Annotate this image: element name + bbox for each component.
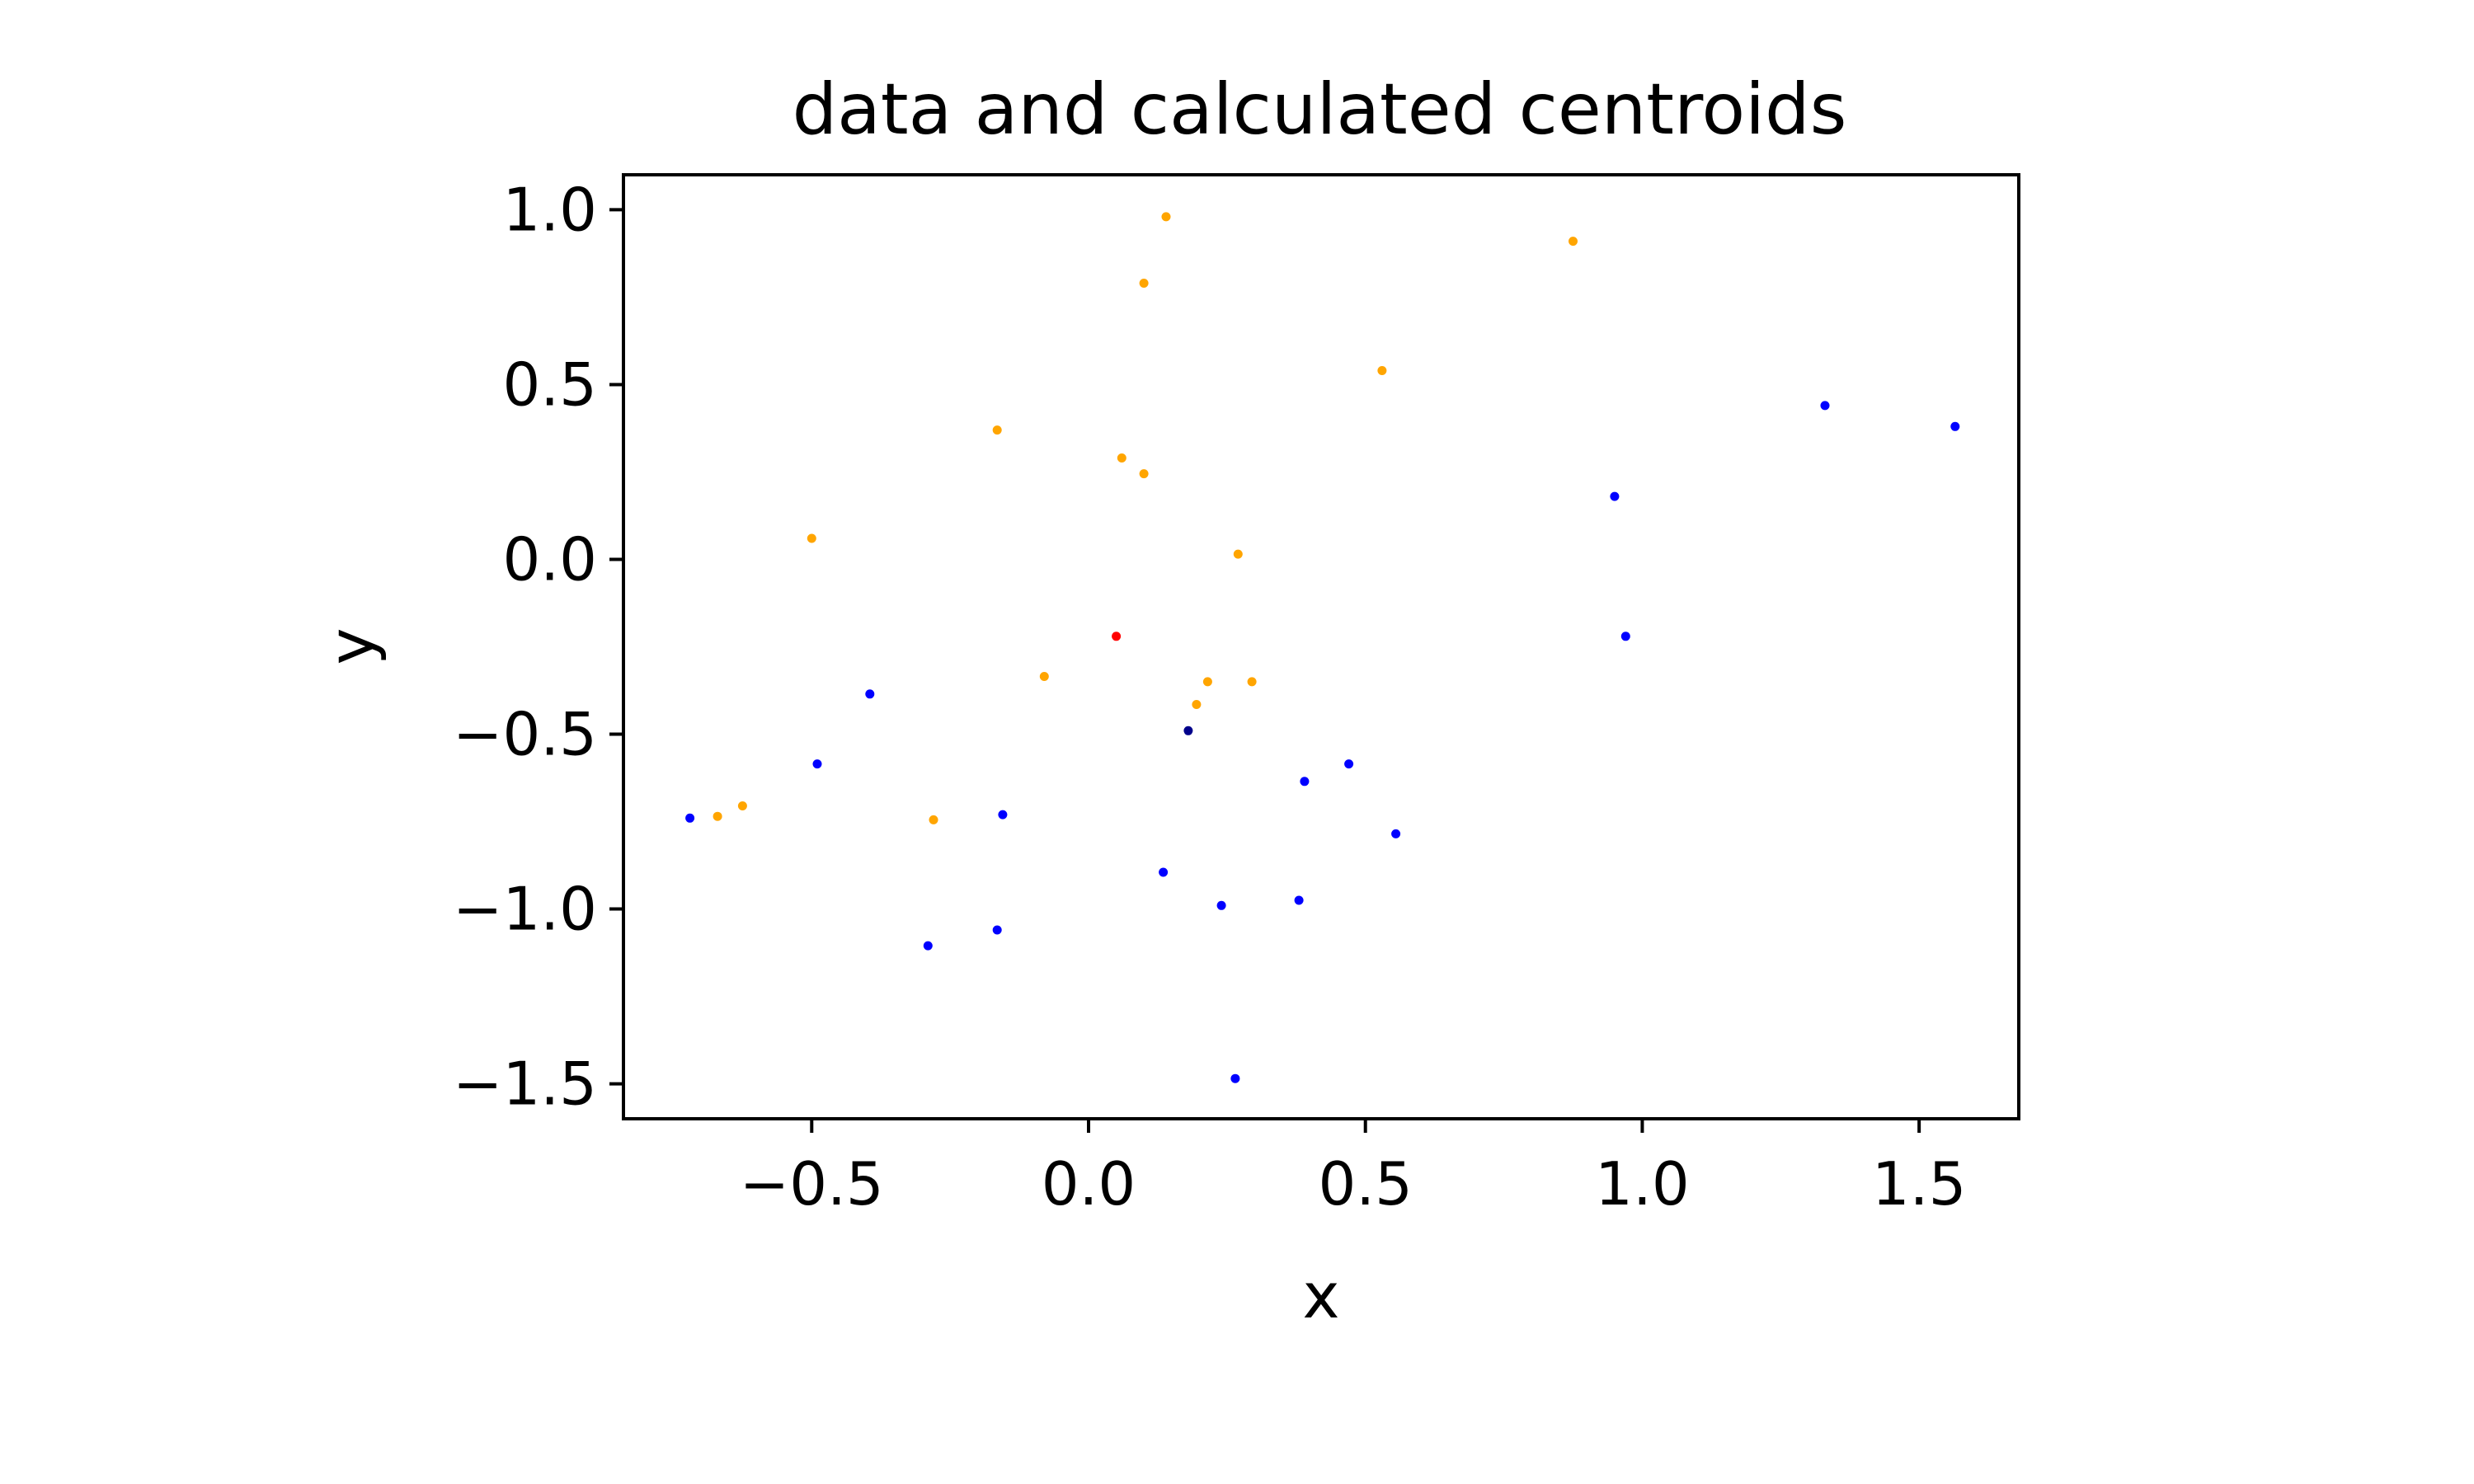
data-point [812,759,822,769]
data-point [1117,453,1126,463]
plot-frame [622,173,2020,1120]
data-point [1950,421,1960,431]
x-tick-label: −0.5 [740,1149,884,1219]
data-point [1139,469,1149,479]
y-tick-label: 0.5 [502,350,597,419]
data-point [713,811,722,821]
y-tick-label: 0.0 [502,524,597,594]
data-point [1569,237,1578,247]
data-point [1183,726,1193,735]
data-point [1202,677,1212,687]
data-point [1233,549,1243,559]
data-point [1820,401,1830,411]
y-axis-label: y [314,628,388,665]
data-point [1344,759,1354,769]
y-tick-label: −1.0 [453,875,597,944]
data-point [1192,700,1202,709]
data-point [1230,1073,1240,1083]
data-point [1610,491,1620,501]
y-tick-label: −1.5 [453,1050,597,1119]
data-point [1620,632,1630,641]
data-point [1300,777,1310,787]
data-point [992,425,1002,435]
data-point [865,689,875,699]
data-point [1159,867,1169,877]
data-point [1391,829,1401,838]
data-point [1247,677,1257,687]
data-point [1039,672,1049,681]
y-tick-label: 1.0 [502,175,597,244]
data-point [1112,632,1122,641]
chart-title: data and calculated centroids [793,68,1847,151]
data-point [923,941,933,951]
x-axis-label: x [1303,1259,1340,1332]
data-point [685,813,695,823]
data-point [807,533,816,543]
data-point [1161,212,1171,222]
data-point [1139,279,1149,288]
x-tick-label: 1.0 [1595,1149,1690,1219]
y-tick-label: −0.5 [453,700,597,769]
data-point [929,815,938,824]
data-point [1216,900,1226,910]
y-axis-ticks: 1.0 0.5 0.0 −0.5 −1.0 −1.5 [453,175,623,1119]
data-point [992,925,1002,935]
data-point [1294,895,1304,905]
x-axis-ticks: −0.5 0.0 0.5 1.0 1.5 [740,1119,1967,1219]
data-point [998,810,1008,819]
x-tick-label: 0.5 [1318,1149,1413,1219]
x-tick-label: 0.0 [1042,1149,1136,1219]
x-tick-label: 1.5 [1872,1149,1967,1219]
points-layer [685,212,1960,1083]
data-point [737,801,747,810]
data-point [1377,366,1387,375]
